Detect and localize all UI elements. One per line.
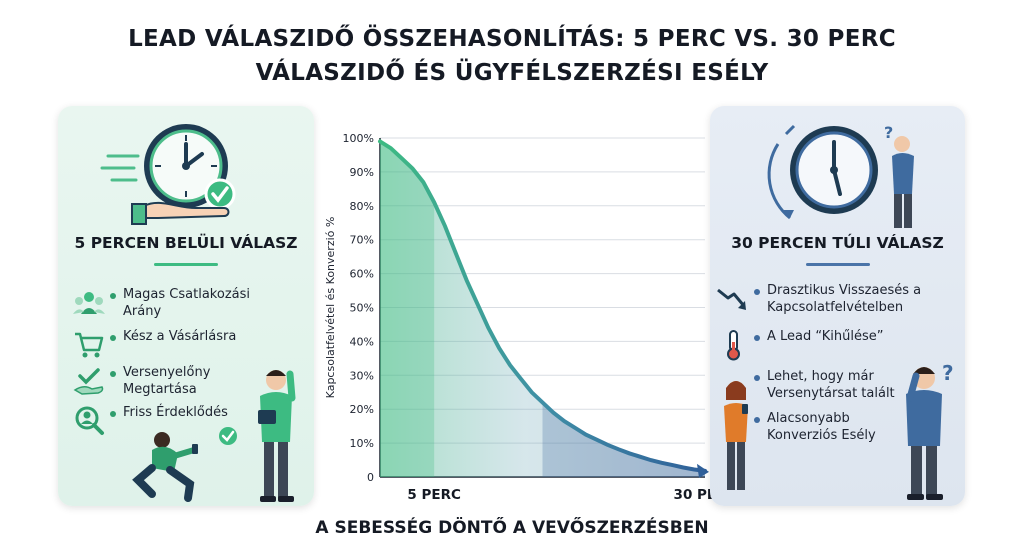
list-item: Kész a Vásárlásra bbox=[72, 328, 283, 362]
list-item-label: Friss Érdeklődés bbox=[123, 405, 228, 420]
highlight-region bbox=[380, 141, 435, 477]
y-tick-label: 30% bbox=[350, 369, 374, 382]
y-axis-label: Kapcsolatfelvétel és Konverzió % bbox=[324, 217, 337, 399]
y-tick-label: 40% bbox=[350, 335, 374, 348]
people-connect-icon bbox=[73, 292, 105, 314]
series-arrow-head bbox=[697, 463, 709, 478]
area-fill bbox=[380, 141, 705, 477]
shopping-cart-icon bbox=[75, 332, 104, 358]
standing-man-tablet-illustration bbox=[258, 370, 296, 502]
list-item-label: Lehet, hogy már Versenytársat talált bbox=[767, 369, 895, 401]
x-tick-label: 5 PERC bbox=[407, 487, 461, 500]
list-item: Lehet, hogy már Versenytársat talált bbox=[750, 368, 907, 402]
list-item: Magas Csatlakozási Arány bbox=[72, 286, 283, 320]
list-item-label: Magas Csatlakozási Arány bbox=[123, 287, 250, 319]
heading-divider bbox=[154, 263, 218, 266]
x-tick-label: 30 PERC bbox=[674, 487, 715, 500]
svg-text:?: ? bbox=[942, 361, 954, 385]
conversion-chart: 0 10% 20% 30% 40% 50% 60% 70% 80% 90% 100% 5 PERC 30… bbox=[324, 132, 715, 500]
fast-response-heading: 5 PERCEN BELÜLI VÁLASZ bbox=[74, 234, 298, 252]
bottom-tagline: A SEBESSÉG DÖNTŐ A VEVŐSZERZÉSBEN bbox=[315, 518, 709, 538]
trend-down-icon bbox=[717, 288, 746, 310]
hand-check-icon bbox=[73, 368, 104, 395]
clock-hand-icon bbox=[100, 124, 236, 225]
list-item-label: Kész a Vásárlásra bbox=[123, 329, 237, 344]
y-tick-label: 0 bbox=[367, 471, 374, 484]
svg-text:?: ? bbox=[884, 123, 893, 142]
list-item: Drasztikus Visszaesés a Kapcsolatfelvéte… bbox=[716, 282, 957, 316]
list-item-label: Drasztikus Visszaesés a Kapcsolatfelvéte… bbox=[767, 283, 922, 315]
y-tick-label: 70% bbox=[350, 234, 374, 247]
slow-response-panel: ? 30 PERCEN TÚLI VÁLASZ Drasztikus Vissz… bbox=[710, 106, 965, 506]
fast-response-panel: 5 PERCEN BELÜLI VÁLASZ Magas Csatlakozás… bbox=[58, 106, 314, 506]
slow-response-heading: 30 PERCEN TÚLI VÁLASZ bbox=[731, 234, 944, 252]
y-tick-label: 50% bbox=[350, 302, 374, 315]
confused-man-illustration: ? bbox=[906, 361, 954, 500]
list-item: Versenyelőny Megtartása bbox=[72, 364, 273, 398]
y-tick-label: 80% bbox=[350, 200, 374, 213]
highlight-region bbox=[542, 402, 705, 477]
woman-phone-illustration bbox=[724, 381, 748, 490]
y-tick-label: 20% bbox=[350, 403, 374, 416]
clock-arrows-icon: ? bbox=[767, 123, 914, 228]
thermometer-icon bbox=[727, 330, 740, 361]
crouching-woman-phone-illustration bbox=[132, 427, 237, 502]
y-tick-label: 10% bbox=[350, 437, 374, 450]
list-item: A Lead “Kihűlése” bbox=[716, 328, 937, 362]
list-item: Alacsonyabb Konverziós Esély bbox=[750, 410, 897, 444]
y-tick-label: 90% bbox=[350, 166, 374, 179]
list-item-label: Alacsonyabb Konverziós Esély bbox=[767, 411, 876, 443]
search-person-icon bbox=[75, 406, 104, 435]
list-item-label: Versenyelőny Megtartása bbox=[123, 365, 211, 397]
list-item-label: A Lead “Kihűlése” bbox=[767, 329, 884, 344]
series-line bbox=[378, 139, 707, 473]
list-item: Friss Érdeklődés bbox=[72, 404, 283, 438]
page-title-line-2: VÁLASZIDŐ ÉS ÜGYFÉLSZERZÉSI ESÉLY bbox=[255, 60, 769, 86]
y-tick-label: 60% bbox=[350, 268, 374, 281]
y-tick-label: 100% bbox=[343, 132, 374, 145]
heading-divider bbox=[806, 263, 870, 266]
page-title-line-1: LEAD VÁLASZIDŐ ÖSSZEHASONLÍTÁS: 5 PERC V… bbox=[128, 26, 896, 52]
